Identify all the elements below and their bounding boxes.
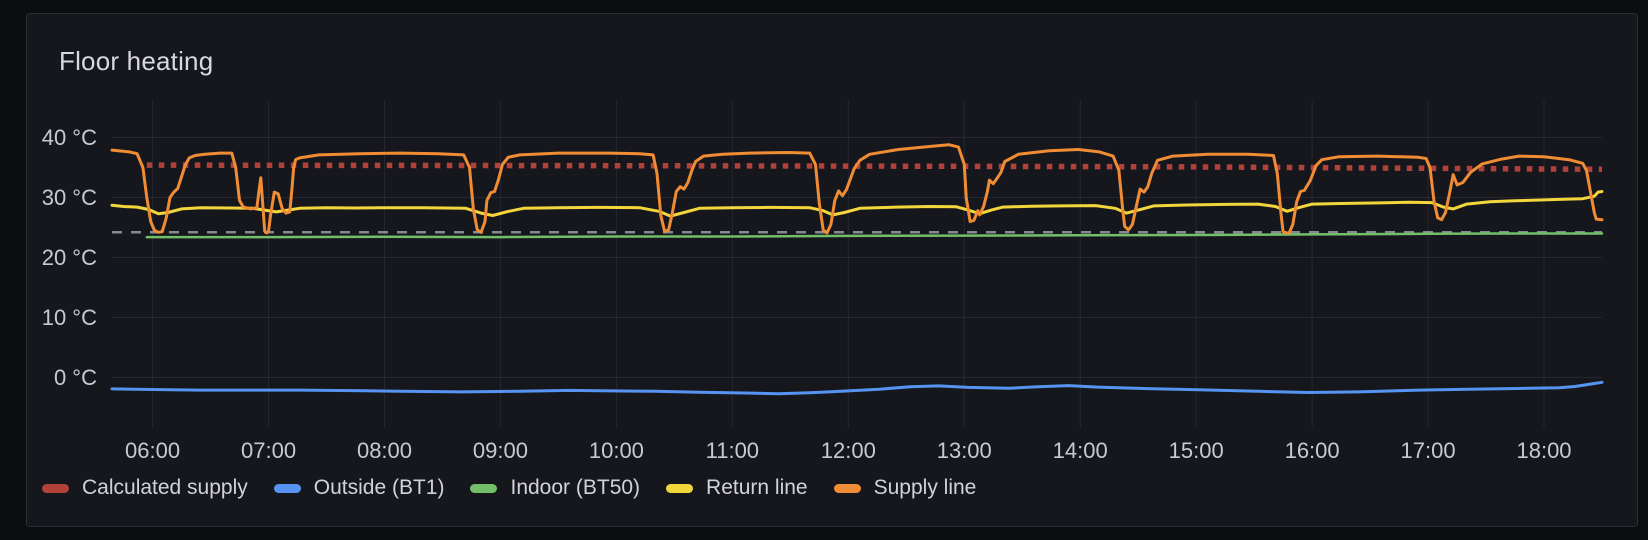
legend-label: Calculated supply — [82, 476, 248, 499]
x-tick-label: 18:00 — [1516, 438, 1572, 463]
legend-label: Indoor (BT50) — [510, 476, 641, 499]
y-tick-label: 40 °C — [41, 124, 97, 150]
legend-item-indoor-bt50-[interactable]: Indoor (BT50) — [470, 476, 640, 500]
legend-item-outside-bt1-[interactable]: Outside (BT1) — [273, 476, 445, 500]
x-tick-label: 11:00 — [705, 438, 760, 463]
legend-label: Supply line — [873, 476, 977, 499]
y-tick-label: 10 °C — [41, 304, 97, 330]
x-tick-label: 13:00 — [936, 438, 992, 463]
y-tick-label: 20 °C — [41, 244, 97, 270]
legend-item-return-line[interactable]: Return line — [666, 476, 808, 500]
legend-label: Outside (BT1) — [313, 476, 445, 499]
panel: Floor heating — [26, 13, 1638, 527]
x-tick-label: 07:00 — [241, 438, 297, 463]
x-tick-label: 10:00 — [588, 438, 644, 463]
legend-swatch-icon — [833, 483, 861, 493]
series-supply-line — [110, 143, 1604, 235]
legend-label: Return line — [706, 476, 808, 499]
x-tick-label: 08:00 — [356, 438, 413, 463]
panel-title: Floor heating — [59, 46, 214, 76]
legend-swatch-icon — [666, 483, 694, 493]
series-calculated-supply — [146, 162, 1603, 173]
x-tick-label: 12:00 — [820, 438, 876, 463]
legend-swatch-icon — [42, 483, 69, 493]
y-tick-label: 0 °C — [53, 364, 97, 390]
y-tick-label: 30 °C — [41, 184, 97, 210]
legend-item-supply-line[interactable]: Supply line — [833, 476, 977, 500]
series-return-line — [110, 190, 1604, 218]
legend-item-calculated-supply[interactable]: Calculated supply — [42, 476, 248, 500]
series-indoor-bt50- — [145, 232, 1604, 239]
x-tick-label: 14:00 — [1052, 438, 1108, 463]
x-tick-label: 15:00 — [1168, 438, 1224, 463]
x-tick-label: 06:00 — [125, 438, 181, 463]
legend: Calculated supply Outside (BT1) Indoor (BT… — [42, 476, 976, 500]
legend-swatch-icon — [273, 483, 301, 493]
legend-swatch-icon — [470, 483, 498, 493]
x-tick-label: 09:00 — [472, 438, 528, 463]
x-tick-label: 16:00 — [1284, 438, 1340, 463]
x-tick-label: 17:00 — [1400, 438, 1456, 463]
series-outside-bt1- — [110, 380, 1604, 396]
